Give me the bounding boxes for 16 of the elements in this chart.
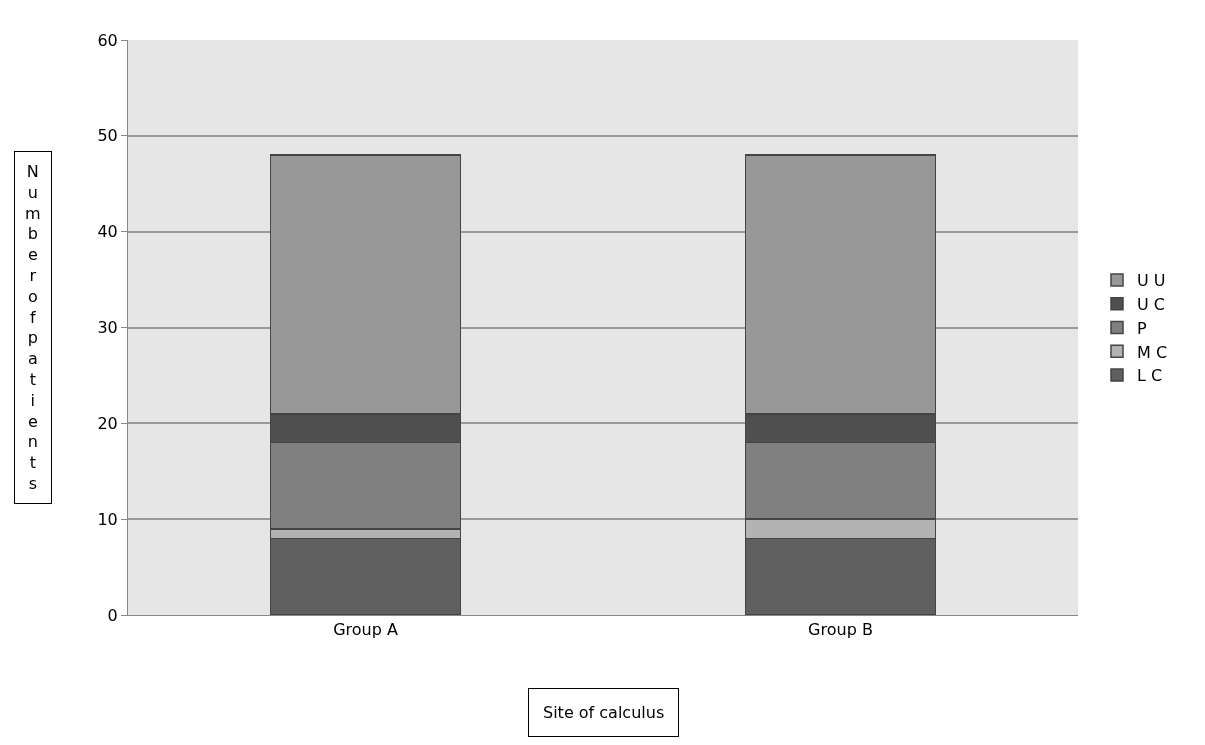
legend-label: M C (1137, 342, 1168, 362)
y-tick-label: 30 (97, 318, 118, 338)
y-tick-label: 0 (107, 605, 118, 625)
y-tick-label: 20 (97, 413, 118, 433)
legend-label: L C (1137, 366, 1163, 386)
y-tick-label: 60 (97, 30, 118, 50)
legend-label: P (1137, 318, 1147, 338)
x-tick-label: Group A (333, 620, 398, 640)
y-tick-label: 10 (97, 509, 118, 529)
legend-label: U C (1137, 294, 1165, 314)
y-tick-label: 40 (97, 222, 118, 242)
x-tick-label: Group B (808, 620, 873, 640)
y-tick-label: 50 (97, 126, 118, 146)
text: Number of patients (25, 162, 41, 493)
legend-label: U U (1137, 271, 1166, 291)
x-axis-title: Site of calculus (543, 703, 665, 722)
